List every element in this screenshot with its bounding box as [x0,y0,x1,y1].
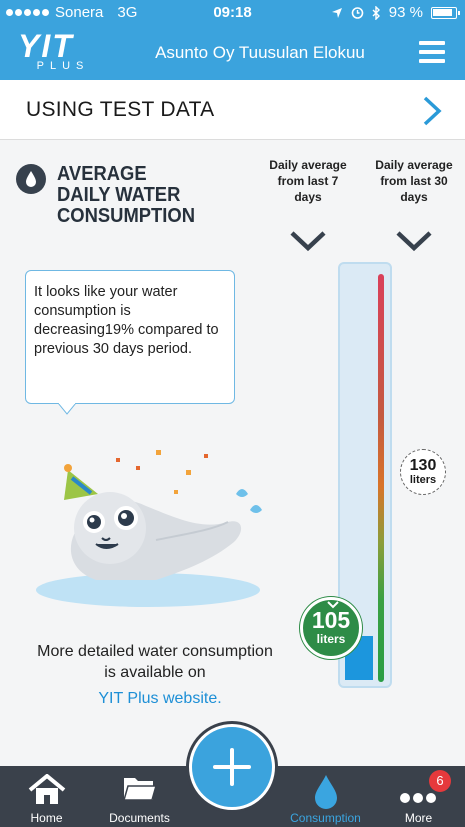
avg-7-day-marker: 105 liters [300,597,362,659]
status-left: Sonera 3G [6,4,137,21]
section-title-line3: CONSUMPTION [57,205,195,227]
more-info-line2: is available on [104,664,206,681]
yit-plus-logo[interactable]: YIT PLUS [18,30,108,76]
col-7-days-label: Daily average from last 7 days [269,158,347,204]
section-title: AVERAGE DAILY WATER CONSUMPTION [57,164,195,227]
add-button[interactable] [189,724,275,810]
status-bar: Sonera 3G 09:18 93 % [0,0,465,26]
avg-30-day-marker: 130 liters [400,449,446,495]
more-dots-icon [399,793,436,803]
test-data-banner[interactable]: USING TEST DATA [0,80,465,140]
tab-consumption-label: Consumption [290,811,361,825]
col-30-days-label: Daily average from last 30 days [375,158,453,204]
avg-30-day-unit: liters [409,474,437,486]
yit-plus-website-link[interactable]: YIT Plus website. [98,690,222,707]
status-right: 93 % [331,4,460,21]
avg-30-day-value: 130 [409,457,437,474]
section-title-line1: AVERAGE [57,163,147,185]
chevron-right-icon[interactable] [421,96,443,126]
network-type: 3G [117,4,138,21]
more-info-line1: More detailed water consumption [37,643,273,660]
section-title-line2: DAILY WATER [57,184,181,206]
seal-mascot-illustration [36,450,262,607]
water-drop-icon [314,775,337,809]
tab-home-label: Home [30,811,63,825]
carrier: Sonera [55,4,104,21]
test-data-label: USING TEST DATA [26,98,215,121]
hamburger-menu-icon[interactable] [419,41,445,63]
signal-icon [6,9,49,16]
tab-consumption[interactable]: Consumption [279,766,372,827]
header-title: Asunto Oy Tuusulan Elokuu [155,43,365,62]
tab-more-label: More [404,811,433,825]
tab-more[interactable]: 6 More [372,766,465,827]
logo-sub-text: PLUS [36,60,90,72]
logo-main-text: YIT [18,28,74,64]
battery-percent: 93 % [388,4,423,21]
app-header: YIT PLUS Asunto Oy Tuusulan Elokuu [0,26,465,80]
tab-documents[interactable]: Documents [93,766,186,827]
more-info-text: More detailed water consumption is avail… [0,641,310,683]
avg-7-day-value: 105 [311,607,351,633]
tab-documents-label: Documents [109,811,170,825]
battery-icon [431,6,460,19]
clock: 09:18 [213,4,252,21]
avg-7-day-unit: liters [316,632,346,646]
location-icon [331,7,342,18]
chevron-down-icon [327,601,339,609]
gauge-scale-bar [378,274,384,682]
water-drop-icon [16,164,46,194]
speech-bubble-tail [58,403,76,415]
consumption-message: It looks like your water consumption is … [34,284,219,357]
alarm-icon [351,7,364,19]
home-icon [28,774,65,804]
folder-icon [122,778,157,801]
bluetooth-icon [372,5,380,20]
tab-home[interactable]: Home [0,766,93,827]
notification-badge: 6 [429,770,451,792]
chevron-down-icon[interactable] [395,230,433,252]
chevron-down-icon[interactable] [289,230,327,252]
speech-bubble: It looks like your water consumption is … [25,270,235,404]
